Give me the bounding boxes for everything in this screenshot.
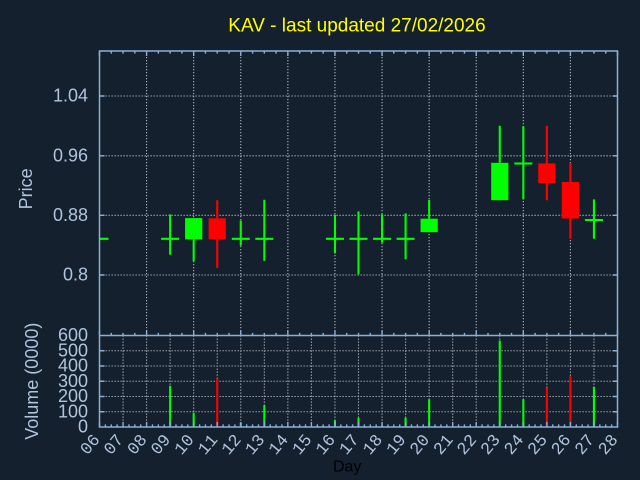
svg-text:0.8: 0.8: [63, 265, 88, 285]
svg-text:500: 500: [58, 340, 88, 360]
svg-text:1.04: 1.04: [53, 86, 88, 106]
svg-text:400: 400: [58, 356, 88, 376]
svg-text:KAV - last updated 27/02/2026: KAV - last updated 27/02/2026: [228, 16, 485, 37]
svg-text:0.96: 0.96: [53, 146, 88, 166]
svg-text:200: 200: [58, 386, 88, 406]
svg-text:Volume (0000): Volume (0000): [22, 323, 42, 440]
svg-text:600: 600: [58, 325, 88, 345]
svg-text:Day: Day: [333, 459, 361, 476]
svg-text:Price: Price: [16, 168, 36, 209]
svg-text:0.88: 0.88: [53, 205, 88, 225]
svg-text:100: 100: [58, 401, 88, 421]
svg-text:300: 300: [58, 371, 88, 391]
svg-text:0: 0: [78, 417, 88, 437]
